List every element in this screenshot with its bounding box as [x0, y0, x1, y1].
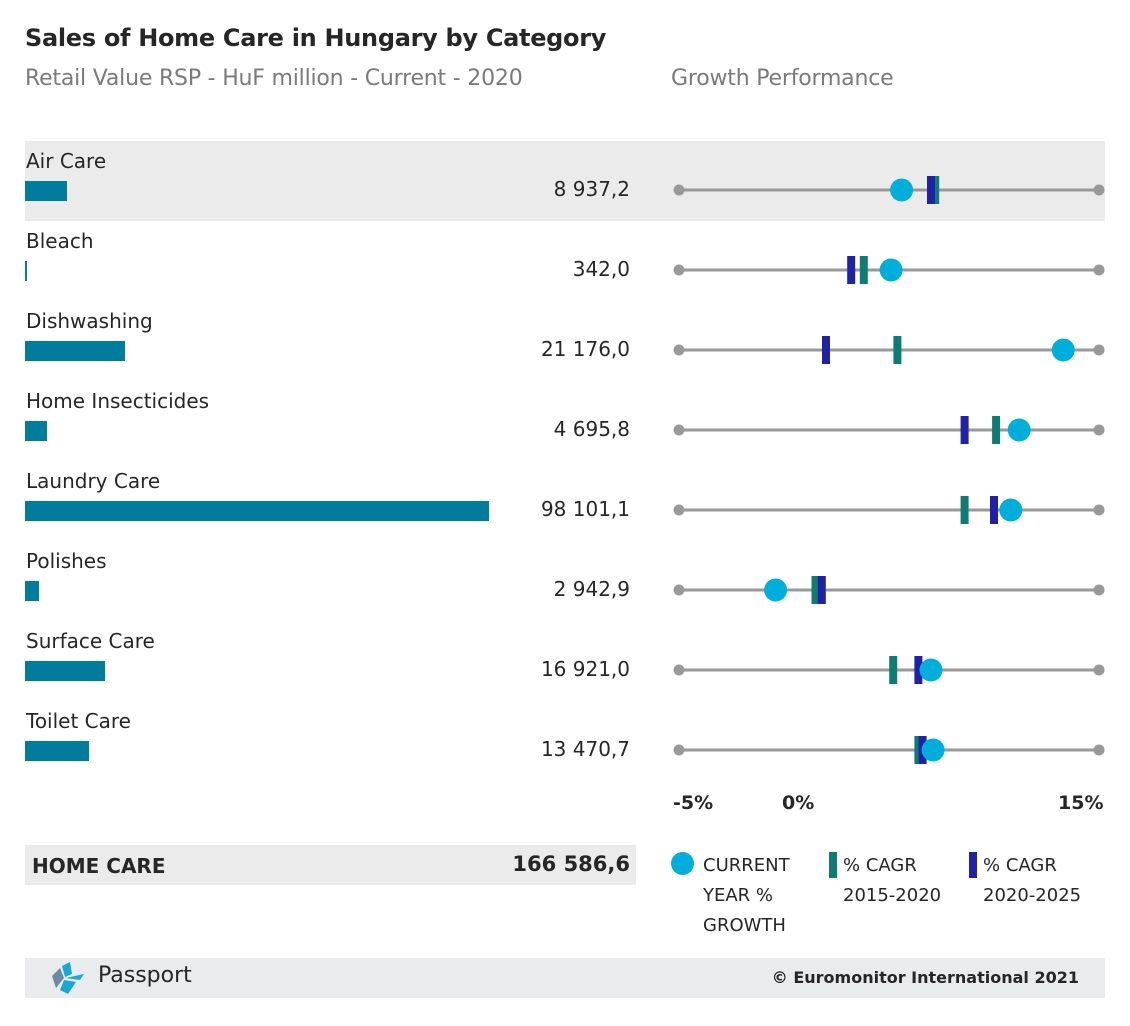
category-row: Air Care 8 937,2 — [25, 141, 1105, 221]
growth-performance-title: Growth Performance — [671, 66, 894, 91]
category-label: Toilet Care — [26, 709, 131, 733]
sales-value: 2 942,9 — [553, 577, 630, 601]
category-label: Surface Care — [26, 629, 155, 653]
passport-logo-icon — [52, 962, 84, 994]
sales-bar — [25, 261, 27, 281]
category-row: Laundry Care 98 101,1 — [25, 461, 1105, 541]
legend-line: YEAR % — [703, 885, 774, 906]
sales-bar — [25, 181, 68, 201]
sales-bar — [25, 581, 39, 601]
sales-value: 8 937,2 — [553, 177, 630, 201]
legend-line: GROWTH — [703, 915, 786, 936]
sales-value: 4 695,8 — [553, 417, 630, 441]
sales-bar — [25, 741, 89, 761]
sales-value: 13 470,7 — [540, 737, 630, 761]
sales-bar — [25, 341, 126, 361]
chart-subtitle: Retail Value RSP - HuF million - Current… — [25, 66, 523, 91]
legend-line: % CAGR — [843, 855, 917, 876]
axis-tick-label: -5% — [673, 792, 714, 814]
category-label: Home Insecticides — [26, 389, 210, 413]
category-row: Bleach 342,0 — [25, 221, 1105, 301]
category-label: Bleach — [26, 229, 94, 253]
legend-line: 2015-2020 — [843, 885, 942, 906]
total-label: HOME CARE — [32, 854, 166, 878]
category-label: Polishes — [26, 549, 107, 573]
legend-cagr-2020-2025-marker — [969, 852, 977, 878]
chart-title: Sales of Home Care in Hungary by Categor… — [25, 24, 607, 52]
sales-value: 21 176,0 — [540, 337, 630, 361]
category-label: Air Care — [26, 149, 107, 173]
sales-bar — [25, 501, 489, 521]
category-row: Surface Care 16 921,0 — [25, 621, 1105, 701]
legend-line: 2020-2025 — [983, 885, 1082, 906]
axis-tick-label: 15% — [1058, 792, 1104, 814]
category-row: Toilet Care 13 470,7 — [25, 701, 1105, 781]
legend-current-growth-marker — [671, 852, 694, 875]
sales-bar — [25, 661, 106, 681]
category-row: Home Insecticides 4 695,8 — [25, 381, 1105, 461]
footer: Passport © Euromonitor International 202… — [25, 958, 1105, 998]
category-row: Polishes 2 942,9 — [25, 541, 1105, 621]
legend-line: CURRENT — [703, 855, 790, 876]
legend-current-growth-label: CURRENT YEAR % GROWTH — [703, 851, 790, 941]
sales-value: 16 921,0 — [540, 657, 630, 681]
category-label: Laundry Care — [26, 469, 161, 493]
sales-value: 342,0 — [572, 257, 630, 281]
total-row: HOME CARE 166 586,6 — [25, 845, 636, 885]
total-value: 166 586,6 — [512, 852, 630, 876]
legend-cagr-2015-2020-label: % CAGR 2015-2020 — [843, 851, 941, 911]
legend-cagr-2020-2025-label: % CAGR 2020-2025 — [983, 851, 1081, 911]
copyright: © Euromonitor International 2021 — [771, 968, 1079, 987]
legend-cagr-2015-2020-marker — [829, 852, 837, 878]
category-row: Dishwashing 21 176,0 — [25, 301, 1105, 381]
passport-brand: Passport — [98, 963, 192, 988]
axis-tick-label: 0% — [782, 792, 815, 814]
category-label: Dishwashing — [26, 309, 153, 333]
sales-bar — [25, 421, 48, 441]
sales-value: 98 101,1 — [540, 497, 630, 521]
legend-line: % CAGR — [983, 855, 1057, 876]
